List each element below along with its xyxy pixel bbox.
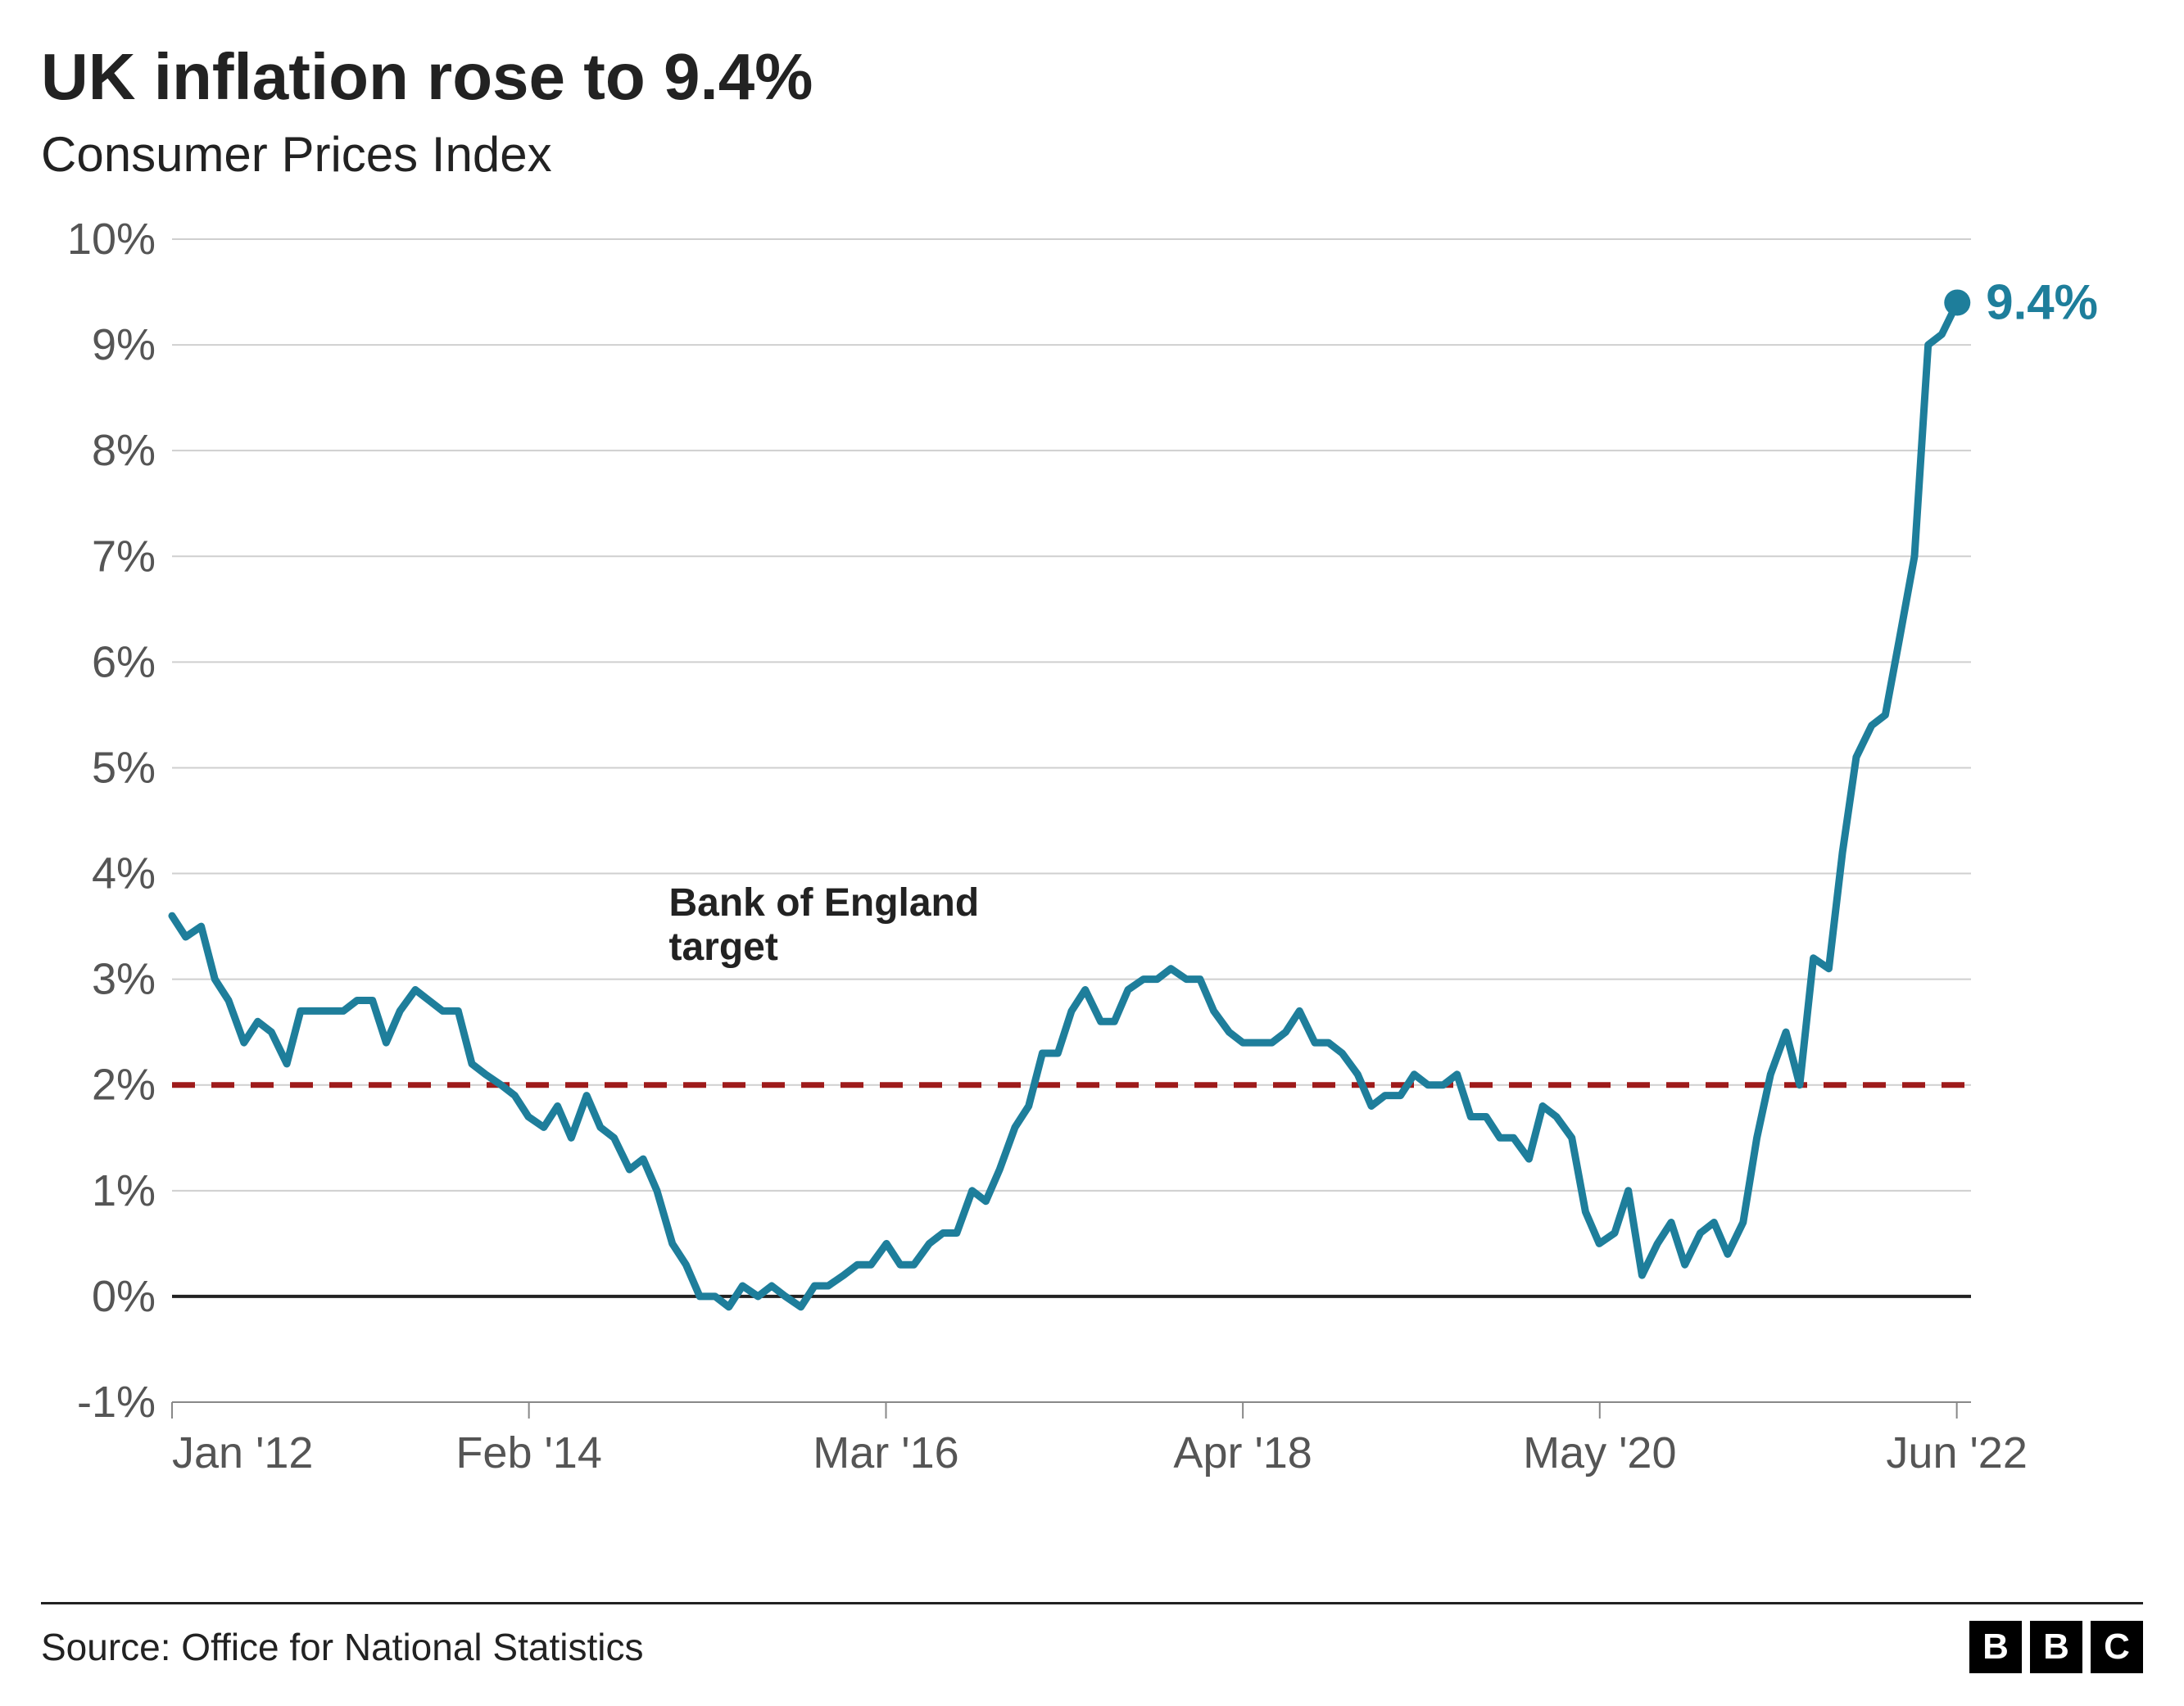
x-tick-label: Feb '14 [455,1428,601,1477]
chart-subtitle: Consumer Prices Index [41,128,2143,182]
x-tick-label: Jan '12 [172,1428,313,1477]
y-tick-label: 5% [92,743,156,792]
y-tick-label: 7% [92,532,156,581]
y-tick-label: 1% [92,1166,156,1215]
target-annotation: target [669,925,778,969]
bbc-logo: BBC [1969,1621,2143,1673]
end-marker [1944,289,1970,315]
target-annotation: Bank of England [669,881,980,925]
bbc-logo-block: C [2091,1621,2143,1673]
y-tick-label: 8% [92,426,156,475]
x-tick-label: Apr '18 [1173,1428,1312,1477]
y-tick-label: 4% [92,849,156,898]
y-tick-label: 0% [92,1272,156,1321]
y-tick-label: 6% [92,637,156,686]
x-tick-label: Jun '22 [1886,1428,2027,1477]
end-label: 9.4% [1986,274,2098,329]
x-tick-label: May '20 [1523,1428,1676,1477]
y-tick-label: 3% [92,955,156,1004]
line-chart-svg: -1% 0% 1% 2% 3% 4% 5% 6% 7% 8% 9% 10% Jan '12 Feb '14… [41,215,2143,1492]
bbc-logo-block: B [2030,1621,2082,1673]
chart-area: -1% 0% 1% 2% 3% 4% 5% 6% 7% 8% 9% 10% Jan '12 Feb '14… [41,215,2143,1577]
y-tick-label: 10% [67,215,156,264]
y-tick-label: -1% [77,1378,156,1427]
data-line [172,303,1957,1307]
footer-rule [41,1602,2143,1604]
y-tick-label: 9% [92,320,156,369]
source-text: Source: Office for National Statistics [41,1625,643,1669]
y-tick-label: 2% [92,1061,156,1110]
x-tick-label: Mar '16 [813,1428,958,1477]
chart-title: UK inflation rose to 9.4% [41,41,2143,113]
bbc-logo-block: B [1969,1621,2022,1673]
